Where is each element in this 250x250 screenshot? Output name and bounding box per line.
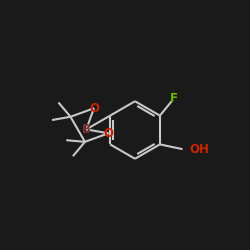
Text: B: B xyxy=(82,123,91,136)
Text: OH: OH xyxy=(190,143,209,156)
Text: O: O xyxy=(89,102,99,115)
Text: F: F xyxy=(170,92,178,105)
Text: O: O xyxy=(104,127,114,140)
